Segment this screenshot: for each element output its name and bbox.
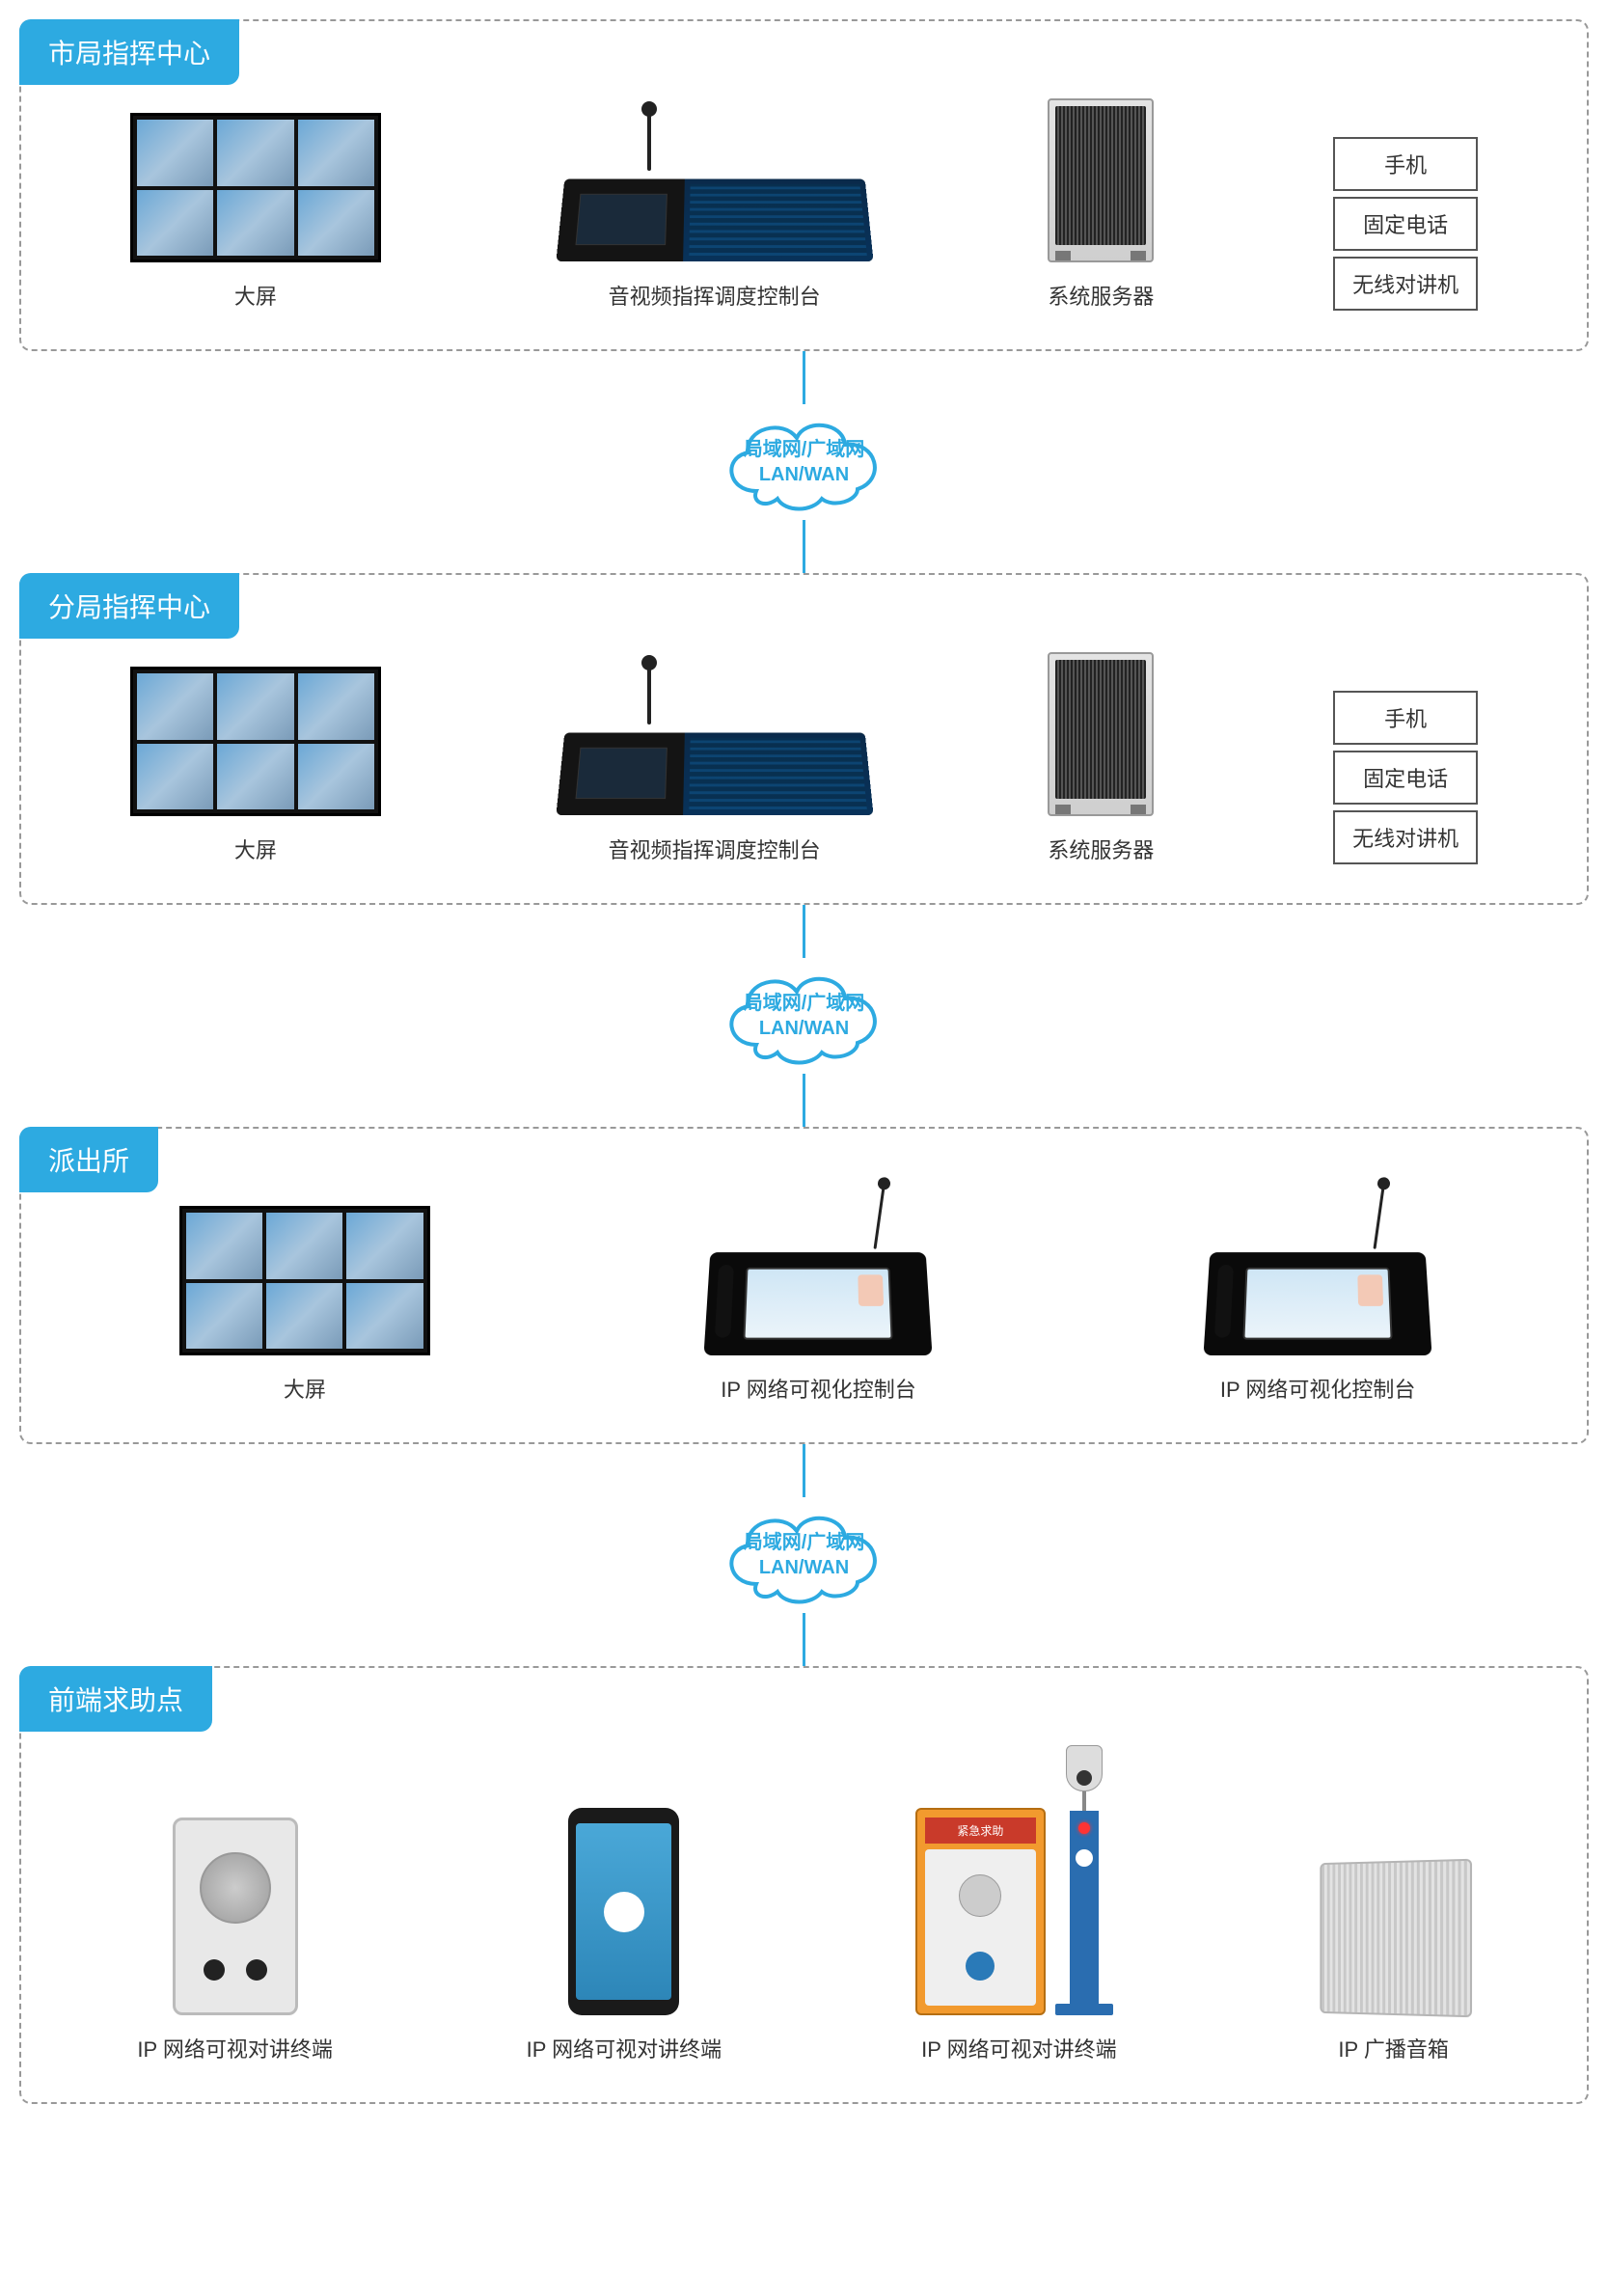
item-label: 音视频指挥调度控制台 [609, 280, 821, 311]
item-console: 音视频指挥调度控制台 [560, 700, 869, 864]
item-label: 系统服务器 [1048, 834, 1154, 864]
cloud-label: 局域网/广域网LAN/WAN [744, 1530, 865, 1580]
vline [803, 351, 805, 404]
item-label: IP 广播音箱 [1338, 2033, 1449, 2064]
phone-box: 无线对讲机 [1333, 257, 1478, 311]
videowall-icon [179, 1206, 430, 1355]
item-videowall: 大屏 [179, 1206, 430, 1404]
item-label: IP 网络可视对讲终端 [921, 2033, 1117, 2064]
item-phoneboxes: 手机 固定电话 无线对讲机 [1333, 691, 1478, 864]
vline [803, 905, 805, 958]
item-ipconsole: IP 网络可视化控制台 [707, 1225, 929, 1404]
section-title: 市局指挥中心 [19, 19, 239, 85]
ip-console-icon [1207, 1225, 1429, 1355]
cloud-label: 局域网/广域网LAN/WAN [744, 437, 865, 487]
phone-box: 固定电话 [1333, 197, 1478, 251]
items-row: 大屏 音视频指挥调度控制台 系统服务器 手机 固定电话 无线对讲机 [60, 652, 1548, 864]
connector: 局域网/广域网LAN/WAN [19, 905, 1589, 1127]
vline [803, 1444, 805, 1497]
connector: 局域网/广域网LAN/WAN [19, 1444, 1589, 1666]
emergency-pole-icon: 紧急求助 [915, 1745, 1123, 2015]
item-videowall: 大屏 [130, 113, 381, 311]
item-label: IP 网络可视对讲终端 [137, 2033, 333, 2064]
phone-box: 手机 [1333, 691, 1478, 745]
section-title: 分局指挥中心 [19, 573, 239, 639]
item-label: 系统服务器 [1048, 280, 1154, 311]
phone-box: 固定电话 [1333, 751, 1478, 805]
phone-box: 手机 [1333, 137, 1478, 191]
connector: 局域网/广域网LAN/WAN [19, 351, 1589, 573]
item-label: 大屏 [234, 280, 277, 311]
phone-box: 无线对讲机 [1333, 810, 1478, 864]
section-front-help: 前端求助点 IP 网络可视对讲终端 IP 网络可视对讲终端 紧急求助 [19, 1666, 1589, 2104]
items-row: 大屏 IP 网络可视化控制台 IP 网络可视化控制台 [60, 1206, 1548, 1404]
section-police-station: 派出所 大屏 IP 网络可视化控制台 [19, 1127, 1589, 1444]
item-server: 系统服务器 [1048, 652, 1154, 864]
server-icon [1048, 652, 1154, 816]
item-console: 音视频指挥调度控制台 [560, 147, 869, 311]
item-label: 大屏 [284, 1373, 326, 1404]
item-speaker: IP 广播音箱 [1317, 1861, 1471, 2064]
network-topology-diagram: 市局指挥中心 大屏 音视频指挥调度控制台 系统服务器 [19, 19, 1589, 2104]
phone-boxes: 手机 固定电话 无线对讲机 [1333, 137, 1478, 311]
section-branch-center: 分局指挥中心 大屏 音视频指挥调度控制台 系统服务器 [19, 573, 1589, 905]
vline [803, 1613, 805, 1666]
item-emergency-pole: 紧急求助 IP 网络可视对讲终端 [915, 1745, 1123, 2064]
vline [803, 520, 805, 573]
item-videowall: 大屏 [130, 667, 381, 864]
items-row: IP 网络可视对讲终端 IP 网络可视对讲终端 紧急求助 [60, 1745, 1548, 2064]
vline [803, 1074, 805, 1127]
item-intercom-panel: IP 网络可视对讲终端 [137, 1818, 333, 2064]
videowall-icon [130, 667, 381, 816]
cloud-label: 局域网/广域网LAN/WAN [744, 991, 865, 1041]
item-phoneboxes: 手机 固定电话 无线对讲机 [1333, 137, 1478, 311]
speaker-icon [1320, 1859, 1472, 2018]
item-ipconsole: IP 网络可视化控制台 [1207, 1225, 1429, 1404]
console-icon [560, 700, 869, 816]
cloud-icon: 局域网/广域网LAN/WAN [708, 958, 901, 1074]
server-icon [1048, 98, 1154, 262]
item-tablet: IP 网络可视对讲终端 [527, 1808, 722, 2064]
item-label: IP 网络可视化控制台 [1220, 1373, 1416, 1404]
section-title: 前端求助点 [19, 1666, 212, 1732]
console-icon [560, 147, 869, 262]
item-label: 音视频指挥调度控制台 [609, 834, 821, 864]
item-label: IP 网络可视对讲终端 [527, 2033, 722, 2064]
section-title: 派出所 [19, 1127, 158, 1192]
intercom-panel-icon [173, 1818, 298, 2015]
ip-console-icon [707, 1225, 929, 1355]
item-server: 系统服务器 [1048, 98, 1154, 311]
cloud-icon: 局域网/广域网LAN/WAN [708, 404, 901, 520]
phone-boxes: 手机 固定电话 无线对讲机 [1333, 691, 1478, 864]
item-label: 大屏 [234, 834, 277, 864]
videowall-icon [130, 113, 381, 262]
items-row: 大屏 音视频指挥调度控制台 系统服务器 手机 固定电话 无线对讲机 [60, 98, 1548, 311]
item-label: IP 网络可视化控制台 [721, 1373, 916, 1404]
cloud-icon: 局域网/广域网LAN/WAN [708, 1497, 901, 1613]
tablet-icon [568, 1808, 679, 2015]
section-city-center: 市局指挥中心 大屏 音视频指挥调度控制台 系统服务器 [19, 19, 1589, 351]
